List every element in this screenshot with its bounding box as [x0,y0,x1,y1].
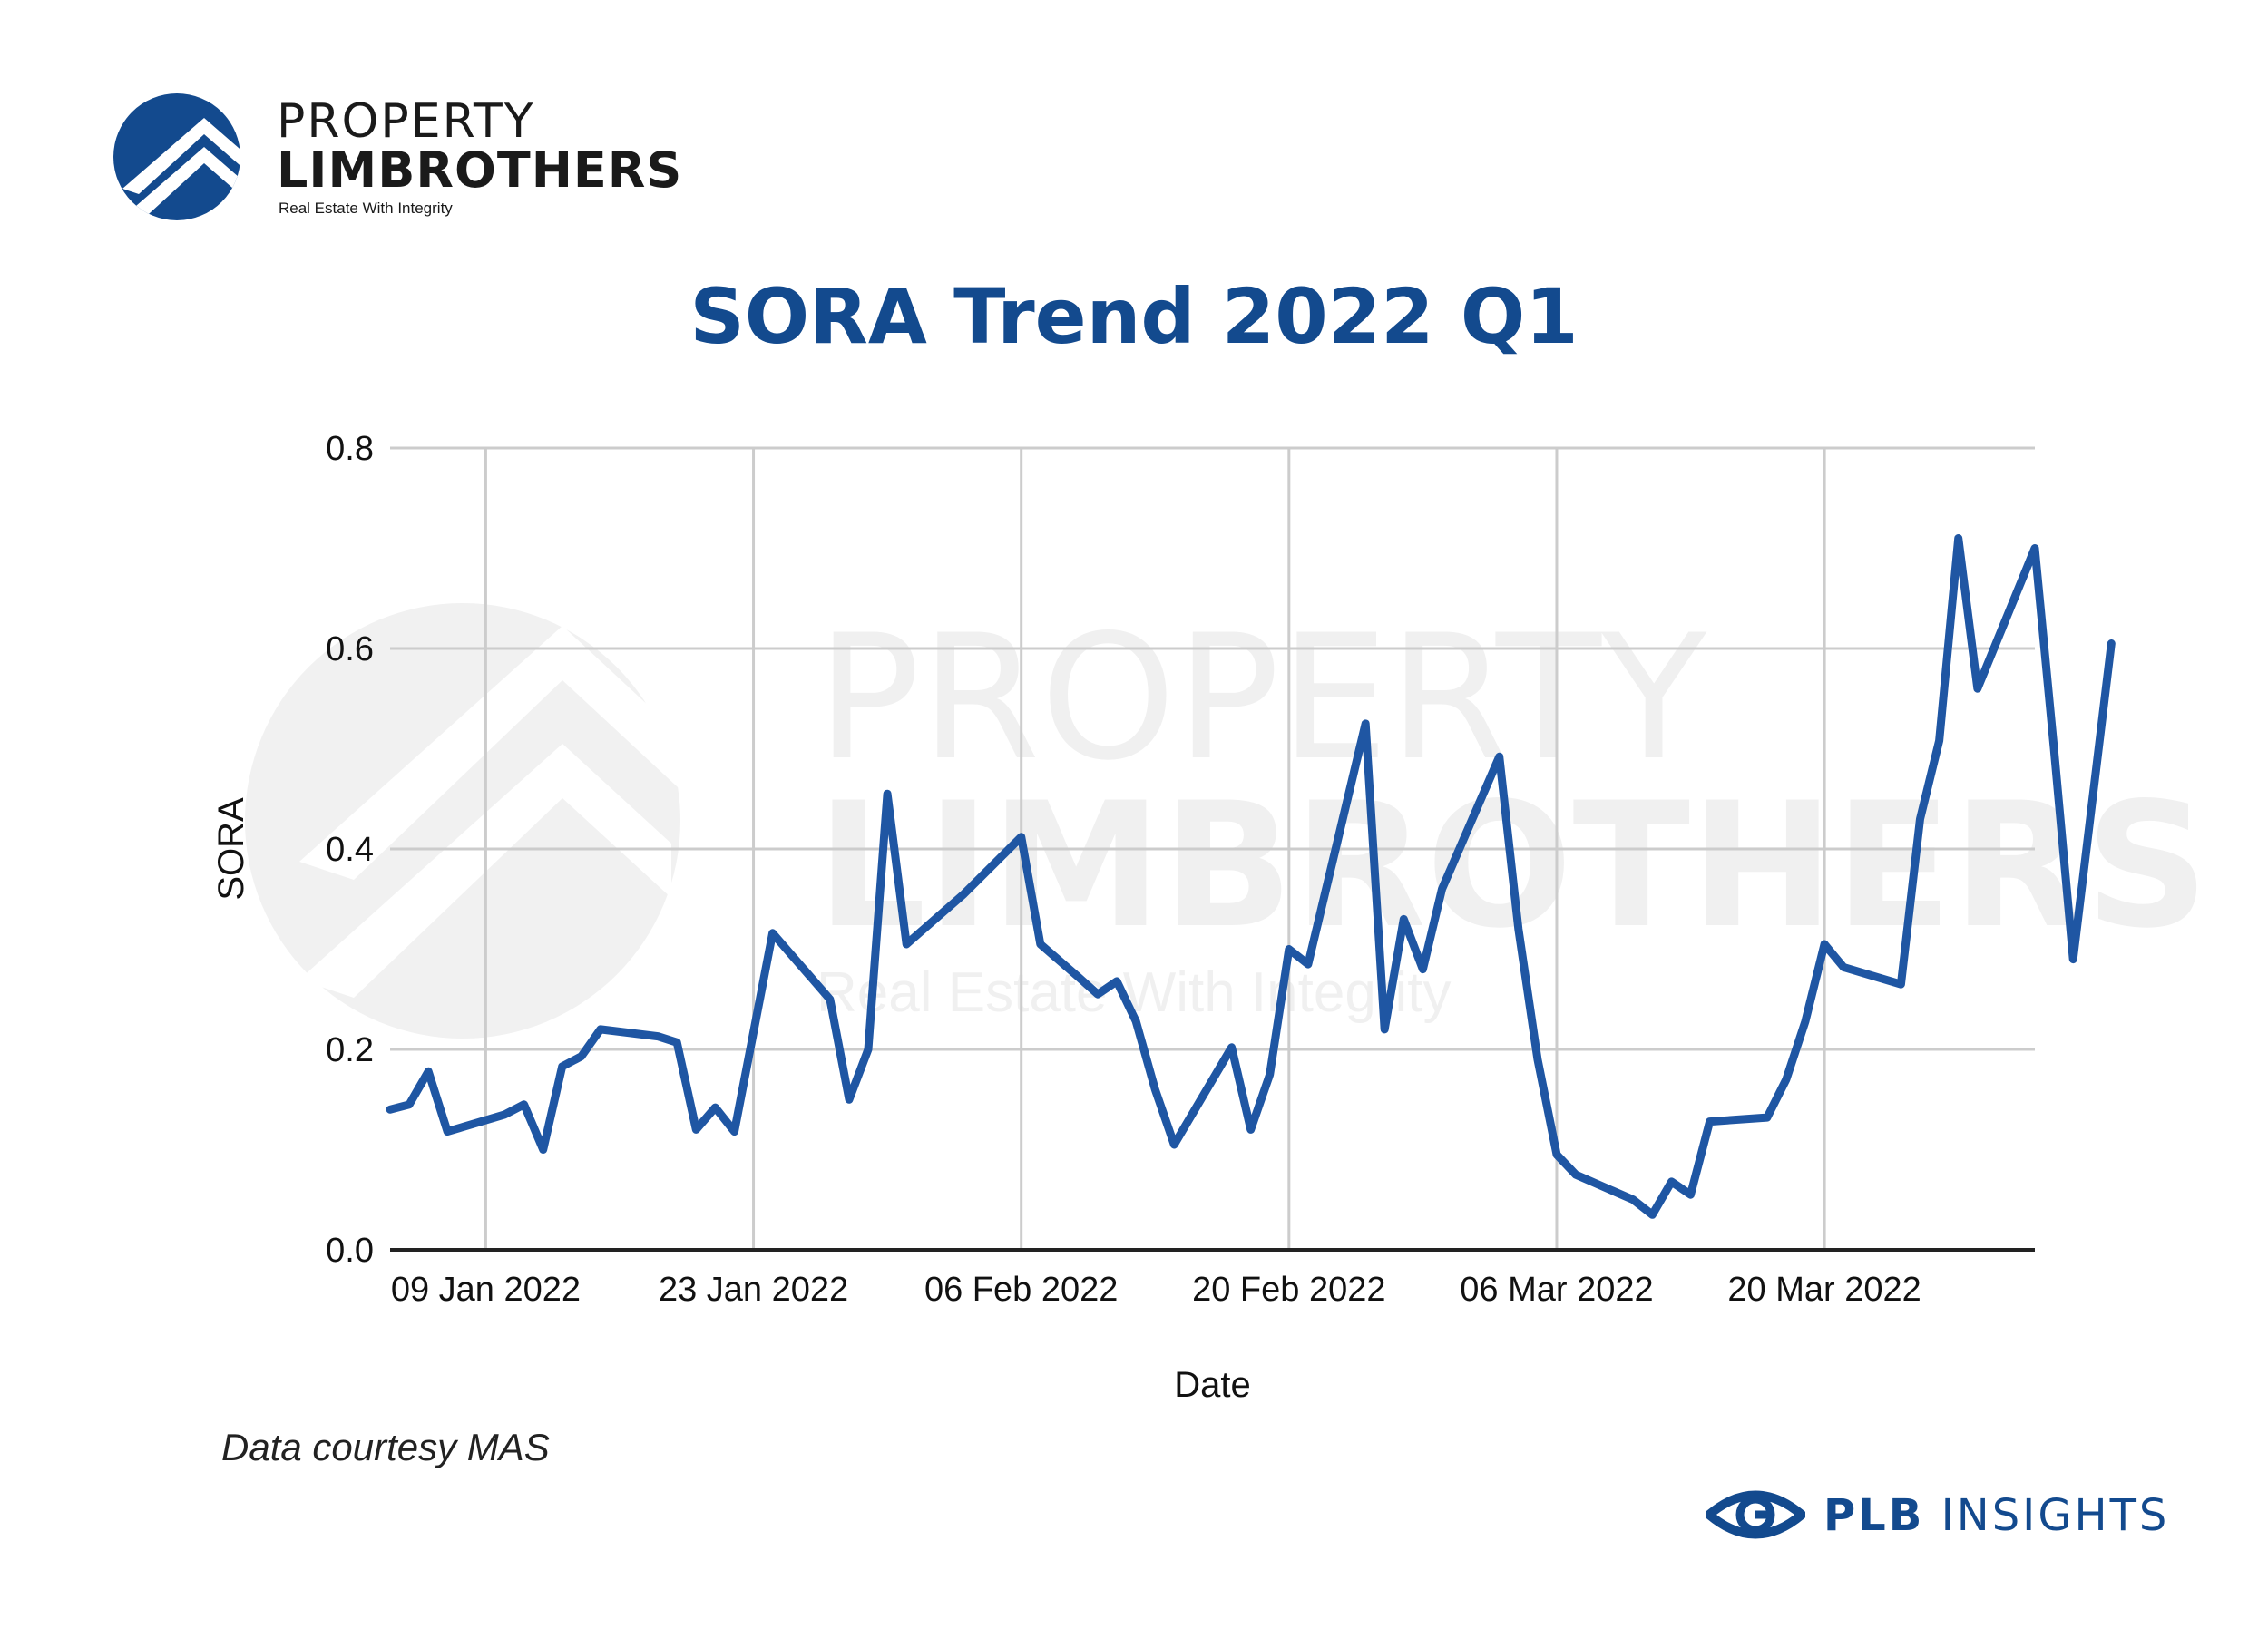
x-tick-label: 06 Mar 2022 [1460,1271,1653,1309]
y-tick-label: 0.8 [326,430,374,468]
company-logo: PROPERTY LIMBROTHERS Real Estate With In… [113,91,748,236]
brand-name-bold: PLB [1823,1490,1925,1541]
x-axis-label: Date [1174,1365,1251,1405]
logo-tagline: Real Estate With Integrity [279,200,453,217]
axis-layer: 0.0 0.2 0.4 0.6 0.8 09 Jan 2022 23 Jan 2022 06 … [326,430,2035,1309]
logo-text-limbrothers: LIMBROTHERS [277,141,683,199]
y-tick-label: 0.2 [326,1031,374,1069]
y-axis-label: SORA [211,797,251,901]
y-tick-label: 0.6 [326,630,374,668]
brand-name: PLB INSIGHTS [1823,1490,2169,1541]
source-note: Data courtesy MAS [221,1426,550,1468]
x-tick-label: 20 Feb 2022 [1192,1271,1385,1309]
x-tick-label: 06 Feb 2022 [924,1271,1118,1309]
eye-icon [1706,1490,1805,1539]
y-tick-label: 0.4 [326,831,374,869]
house-roof-chevron-icon [113,93,240,220]
x-tick-label: 09 Jan 2022 [391,1271,581,1309]
logo-text-property: PROPERTY [277,94,535,149]
grid-layer [390,446,2035,1250]
plb-insights-brand: PLB INSIGHTS [1706,1483,2177,1555]
brand-name-rest: INSIGHTS [1941,1490,2170,1541]
series-layer [386,534,2116,1219]
series-line-sora [386,534,2116,1219]
x-tick-label: 20 Mar 2022 [1727,1271,1921,1309]
x-tick-label: 23 Jan 2022 [659,1271,848,1309]
y-tick-label: 0.0 [326,1232,374,1270]
chart-title: SORA Trend 2022 Q1 [689,272,1579,361]
